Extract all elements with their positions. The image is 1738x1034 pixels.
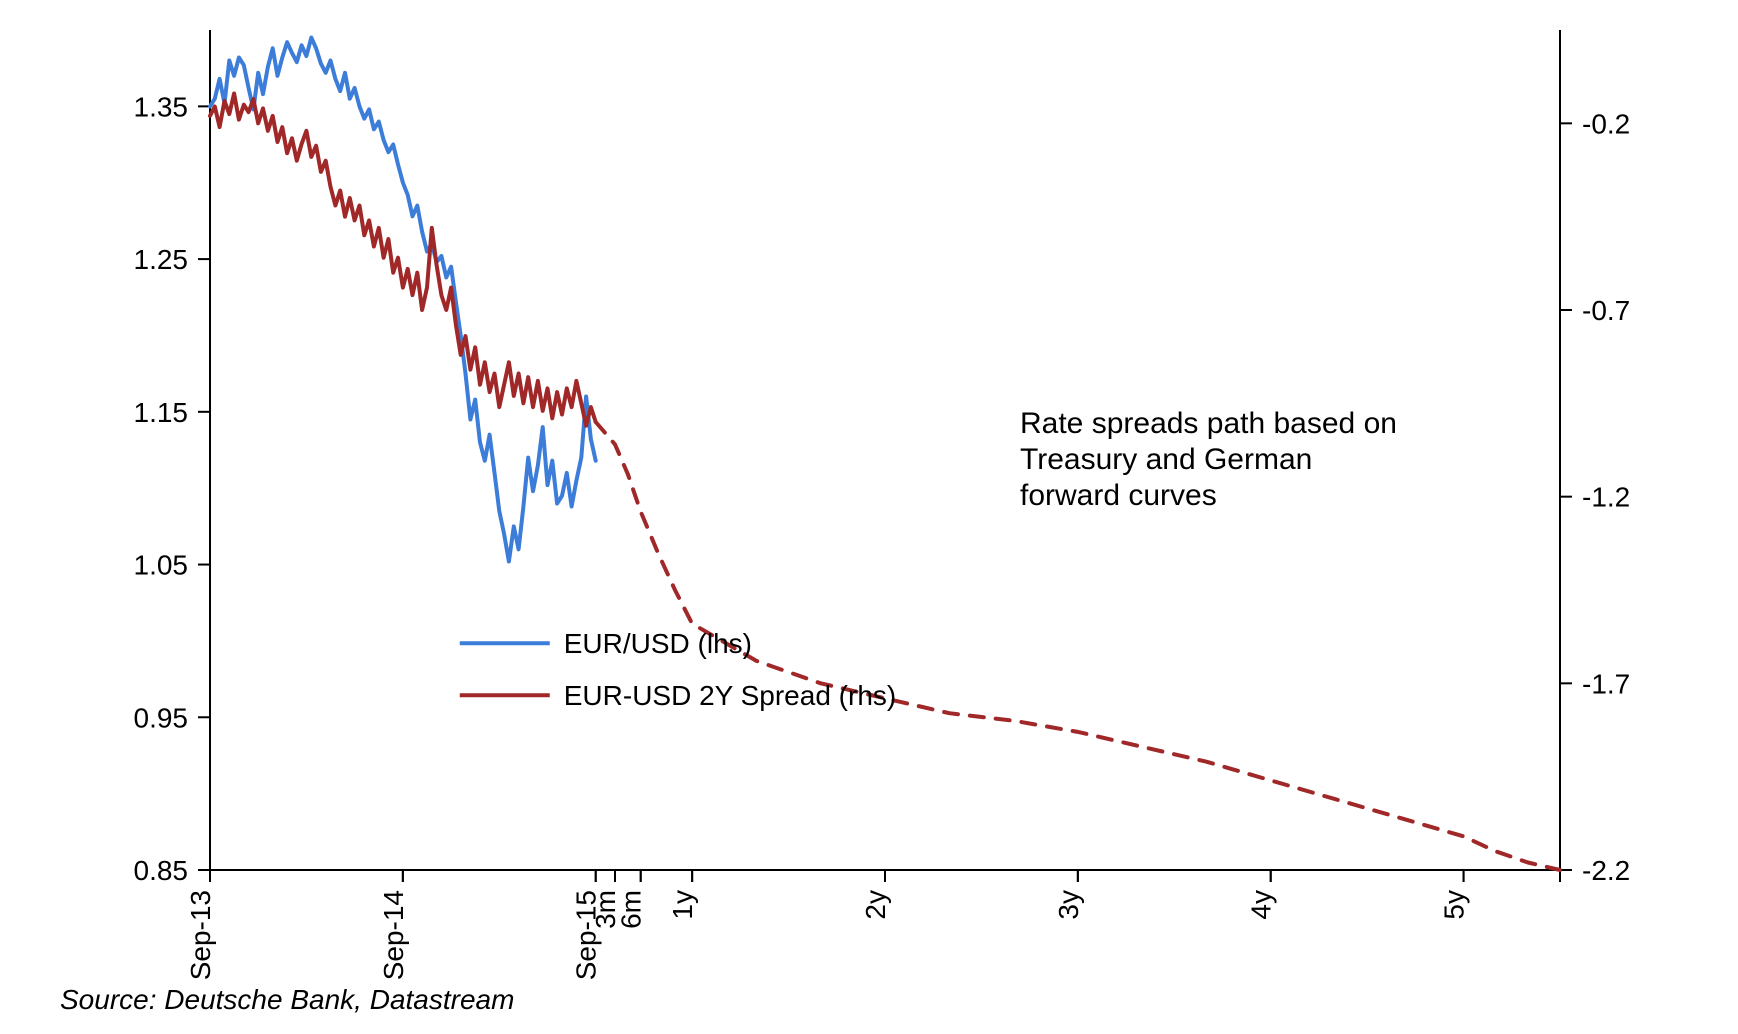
ytick-right-label: -1.2	[1582, 482, 1630, 513]
ytick-left-label: 1.15	[134, 397, 189, 428]
series-spread	[210, 94, 596, 426]
xtick-label: Sep-14	[378, 890, 409, 980]
ytick-right-label: -2.2	[1582, 855, 1630, 886]
ytick-left-label: 1.35	[134, 91, 189, 122]
annotation-line: Treasury and German	[1020, 443, 1312, 476]
legend-label-eurusd: EUR/USD (lhs)	[564, 628, 752, 659]
ytick-left-label: 1.25	[134, 244, 189, 275]
annotation-line: Rate spreads path based on	[1020, 407, 1397, 440]
xtick-label: 2y	[860, 890, 891, 920]
chart-svg: 0.85 0.95 1.05 1.15 1.25 1.35 -2.2 -1.7 -1.2 -0.7…	[0, 0, 1738, 1034]
ytick-left-label: 0.95	[134, 702, 189, 733]
source-caption: Source: Deutsche Bank, Datastream	[60, 984, 514, 1016]
ytick-left-label: 1.05	[134, 550, 189, 581]
legend-label-spread: EUR-USD 2Y Spread (rhs)	[564, 680, 896, 711]
xtick-label: Sep-13	[185, 890, 216, 980]
annotation-line: forward curves	[1020, 479, 1217, 512]
xtick-label: 3y	[1053, 890, 1084, 920]
chart-container: 0.85 0.95 1.05 1.15 1.25 1.35 -2.2 -1.7 -1.2 -0.7…	[0, 0, 1738, 1034]
xtick-label: 4y	[1246, 890, 1277, 920]
ytick-right-label: -0.7	[1582, 295, 1630, 326]
ytick-right-label: -1.7	[1582, 668, 1630, 699]
ytick-left-label: 0.85	[134, 855, 189, 886]
ytick-right-label: -0.2	[1582, 108, 1630, 139]
xtick-label: 6m	[616, 890, 647, 929]
xtick-label: 5y	[1439, 890, 1470, 920]
xtick-label: 1y	[667, 890, 698, 920]
series-eurusd	[210, 38, 596, 562]
